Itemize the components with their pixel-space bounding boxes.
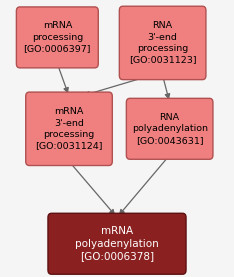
FancyBboxPatch shape [26, 92, 112, 165]
Text: mRNA
processing
[GO:0006397]: mRNA processing [GO:0006397] [24, 21, 91, 53]
FancyBboxPatch shape [126, 98, 213, 159]
FancyBboxPatch shape [16, 7, 98, 68]
Text: RNA
polyadenylation
[GO:0043631]: RNA polyadenylation [GO:0043631] [132, 113, 208, 145]
Text: mRNA
3'-end
processing
[GO:0031124]: mRNA 3'-end processing [GO:0031124] [35, 107, 103, 150]
Text: mRNA
polyadenylation
[GO:0006378]: mRNA polyadenylation [GO:0006378] [75, 226, 159, 261]
FancyBboxPatch shape [48, 213, 186, 274]
FancyBboxPatch shape [119, 6, 206, 80]
Text: RNA
3'-end
processing
[GO:0031123]: RNA 3'-end processing [GO:0031123] [129, 21, 196, 65]
